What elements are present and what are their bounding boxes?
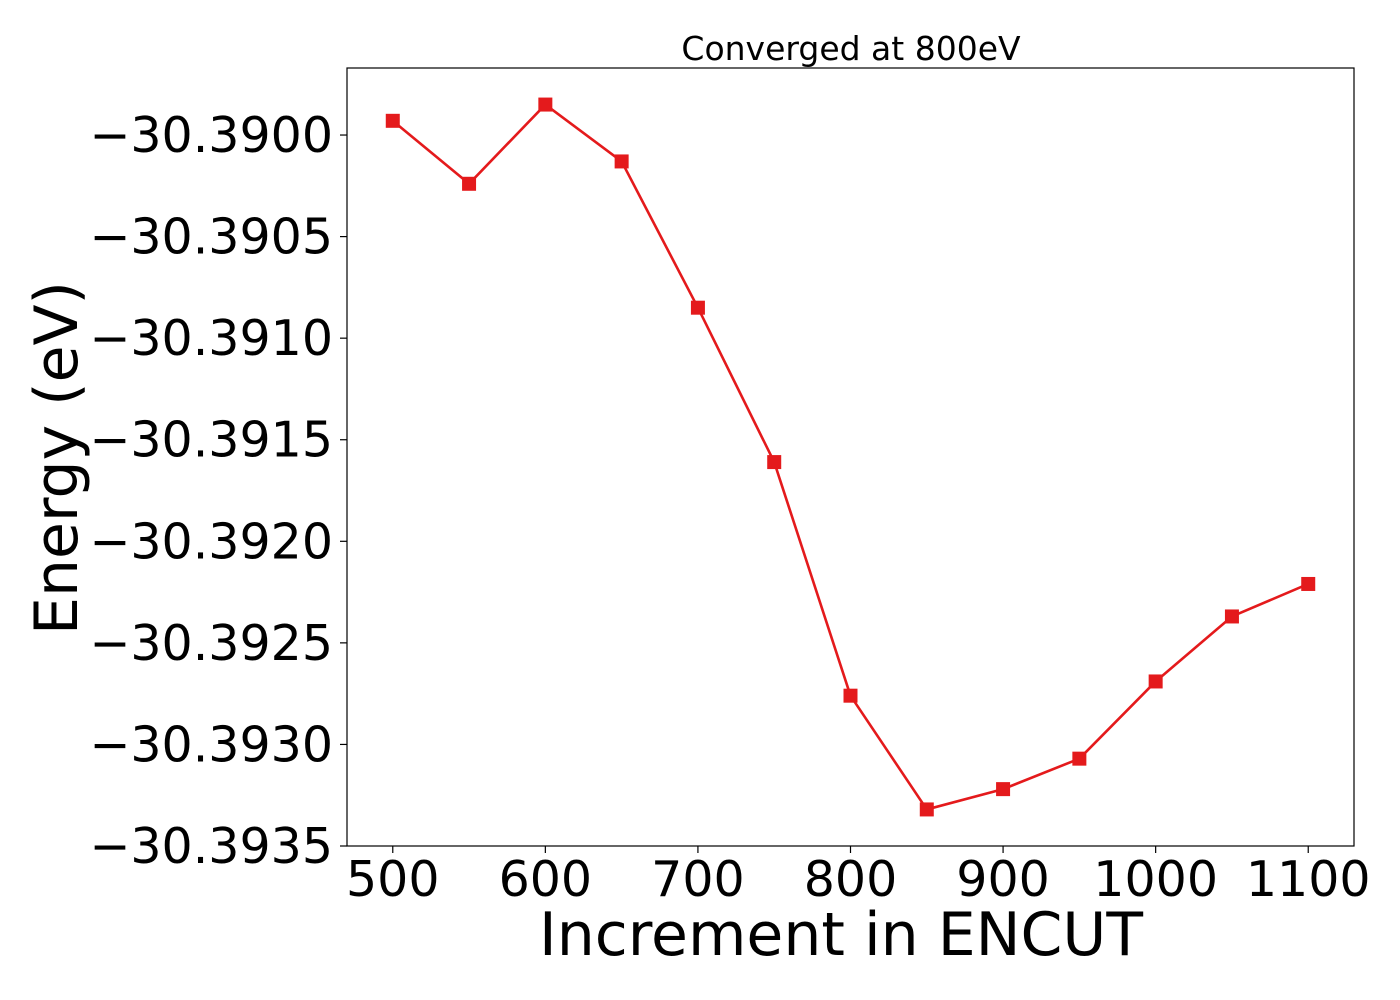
- y-axis-label: Energy (eV): [22, 281, 92, 635]
- data-point-marker: [690, 300, 705, 315]
- data-point-marker: [767, 455, 782, 470]
- x-tick-label: 800: [804, 851, 898, 908]
- data-point-marker: [843, 688, 858, 703]
- data-point-marker: [614, 154, 629, 169]
- y-tick-label: −30.3920: [89, 513, 333, 570]
- data-point-marker: [996, 782, 1011, 797]
- x-tick-label: 900: [956, 851, 1050, 908]
- y-tick-label: −30.3925: [89, 615, 333, 672]
- x-tick-label: 500: [346, 851, 440, 908]
- data-point-marker: [919, 802, 934, 817]
- series-layer: [385, 97, 1316, 817]
- data-point-marker: [1148, 674, 1163, 689]
- data-point-marker: [538, 97, 553, 112]
- y-axis: −30.3900 −30.3905 −30.3910 −30.3915 −30.3920…: [89, 107, 347, 875]
- y-tick-label: −30.3905: [89, 209, 333, 266]
- data-point-marker: [1072, 751, 1087, 766]
- x-axis: 500 600 700 800 900 1000 1100: [346, 846, 1371, 908]
- y-tick-label: −30.3900: [89, 107, 333, 164]
- data-point-marker: [385, 113, 400, 128]
- y-tick-label: −30.3910: [89, 310, 333, 367]
- y-tick-label: −30.3915: [89, 412, 333, 469]
- data-point-marker: [1301, 576, 1316, 591]
- data-point-marker: [462, 176, 477, 191]
- x-tick-label: 700: [651, 851, 745, 908]
- x-tick-label: 1100: [1246, 851, 1371, 908]
- x-tick-label: 600: [499, 851, 593, 908]
- chart-title: Converged at 800eV: [681, 29, 1021, 68]
- x-axis-label: Increment in ENCUT: [539, 900, 1143, 970]
- y-tick-label: −30.3930: [89, 716, 333, 773]
- y-tick-label: −30.3935: [89, 818, 333, 875]
- x-tick-label: 1000: [1093, 851, 1218, 908]
- data-point-marker: [1224, 609, 1239, 624]
